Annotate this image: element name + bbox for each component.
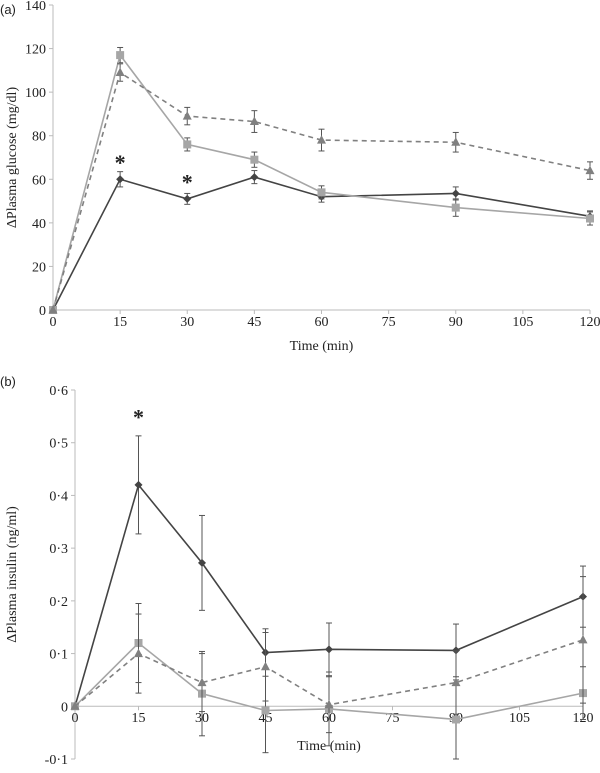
y-tick-label: 0 [61, 700, 68, 715]
data-point-square [317, 188, 326, 197]
y-tick-label: 20 [32, 260, 46, 275]
panel-label: (a) [0, 2, 16, 17]
x-tick-label: 105 [512, 315, 533, 330]
data-point-diamond [134, 480, 143, 489]
y-tick-label: 0·1 [49, 648, 68, 663]
y-axis-label: ΔPlasma insulin (ng/ml) [5, 506, 20, 643]
y-tick-label: 120 [25, 43, 46, 58]
x-tick-label: 0 [50, 315, 57, 330]
y-tick-label: 0·4 [49, 489, 68, 504]
y-tick-label: 100 [25, 86, 46, 101]
data-point-diamond [198, 558, 206, 567]
significance-asterisk: * [133, 404, 144, 429]
x-tick-label: 15 [132, 711, 146, 726]
x-axis-label: Time (min) [290, 339, 354, 354]
data-point-square [451, 203, 460, 212]
x-tick-label: 105 [509, 711, 530, 726]
data-point-triangle [578, 634, 588, 644]
data-point-diamond [183, 194, 192, 203]
data-point-diamond [451, 189, 460, 198]
data-point-square [452, 715, 460, 724]
y-tick-label: 140 [25, 0, 46, 14]
x-tick-label: 45 [247, 315, 261, 330]
x-axis-label: Time (min) [297, 739, 361, 754]
data-point-square [183, 140, 192, 149]
y-tick-label: 80 [32, 130, 46, 145]
data-point-diamond [250, 173, 259, 182]
data-point-triangle [134, 648, 143, 658]
data-point-triangle [182, 111, 192, 120]
y-tick-label: 0·2 [49, 595, 68, 610]
x-tick-label: 15 [113, 315, 127, 330]
x-tick-label: 75 [382, 315, 396, 330]
significance-asterisk: * [115, 150, 126, 175]
y-axis-label: ΔPlasma glucose (mg/dl) [5, 87, 20, 229]
panel-label: (b) [0, 374, 16, 389]
data-point-triangle [317, 135, 326, 144]
data-point-triangle [451, 137, 461, 146]
y-tick-label: 0·3 [49, 542, 68, 557]
data-point-diamond [116, 175, 125, 184]
data-point-triangle [585, 165, 595, 175]
data-point-triangle [324, 699, 334, 709]
data-point-triangle [261, 661, 270, 671]
data-point-square [586, 214, 594, 223]
y-tick-label: 40 [32, 217, 46, 232]
data-point-square [116, 51, 125, 60]
y-tick-label: 60 [32, 173, 46, 188]
data-point-triangle [249, 116, 259, 126]
y-tick-label: 0·6 [49, 384, 68, 399]
x-tick-label: 60 [315, 315, 329, 330]
data-point-triangle [451, 677, 461, 687]
y-tick-label: 0 [39, 304, 46, 319]
data-point-diamond [452, 646, 460, 655]
data-point-triangle [48, 305, 58, 314]
y-tick-label: 0·5 [49, 437, 68, 452]
y-tick-label: -0·1 [45, 753, 68, 768]
data-point-square [261, 706, 270, 715]
x-tick-label: 30 [180, 315, 194, 330]
x-tick-label: 90 [449, 315, 463, 330]
x-tick-label: 120 [580, 315, 600, 330]
x-tick-label: 0 [72, 711, 79, 726]
data-point-triangle [197, 677, 207, 687]
data-point-diamond [325, 645, 333, 654]
data-point-triangle [70, 701, 80, 710]
data-point-square [250, 155, 259, 164]
data-point-triangle [115, 67, 125, 77]
significance-asterisk: * [182, 169, 193, 194]
